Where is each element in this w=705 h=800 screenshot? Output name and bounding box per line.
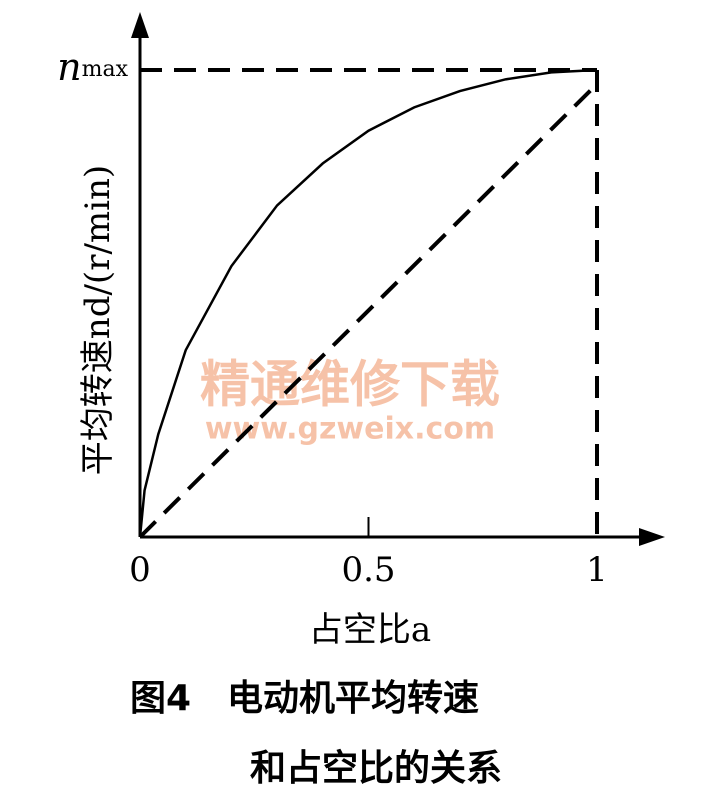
chart-title: 图4 电动机平均转速 [130, 678, 479, 719]
x-tick-label: 0.5 [341, 550, 395, 590]
y-arrow [131, 12, 149, 38]
chart-subtitle: 和占空比的关系 [250, 748, 502, 789]
y-tick-label: nmax [57, 45, 128, 89]
x-tick-label: 0 [129, 550, 151, 590]
axes [131, 12, 665, 546]
series-line [138, 68, 598, 538]
x-tick-label: 1 [586, 550, 608, 590]
y-axis-label: 平均转速nd/(r/min) [78, 165, 118, 475]
watermark-url: www.gzweix.com [205, 412, 495, 447]
series-line [138, 82, 599, 539]
watermark: 精通维修下载 [200, 356, 500, 414]
x-arrow [639, 528, 665, 546]
x-axis-label: 占空比a [309, 610, 431, 650]
